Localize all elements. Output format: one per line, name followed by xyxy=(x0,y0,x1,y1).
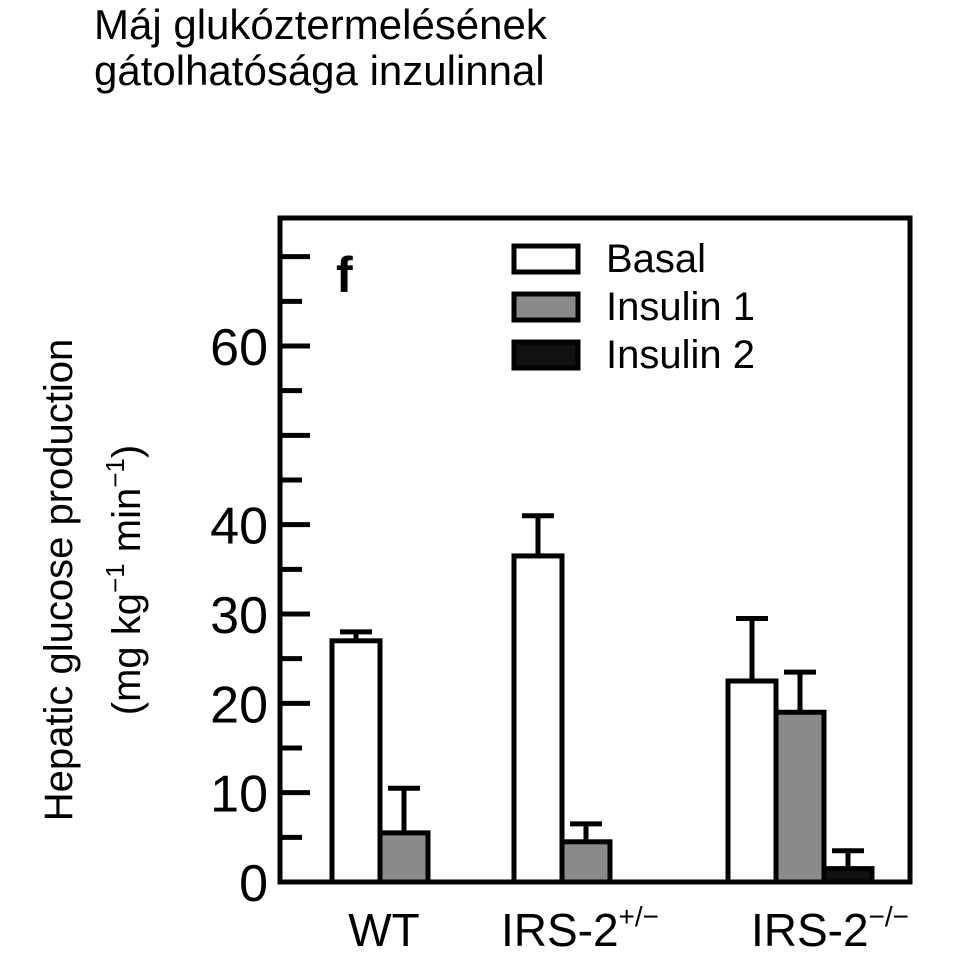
slide-title-line-1: Máj glukóztermelésének xyxy=(94,1,547,48)
y-axis-label-line-1: Hepatic glucose production xyxy=(37,339,81,822)
legend-label: Insulin 2 xyxy=(606,333,755,377)
y-tick-label: 10 xyxy=(210,766,268,824)
bar-insulin-1 xyxy=(377,830,431,885)
category-label: IRS-2−/− xyxy=(751,901,909,956)
bar-insulin-2 xyxy=(821,866,875,885)
svg-text:Hepatic glucose production: Hepatic glucose production xyxy=(37,339,81,822)
bar-insulin-1 xyxy=(559,839,613,885)
y-tick-label: 0 xyxy=(239,855,268,913)
y-axis-label: Hepatic glucose production (mg kg−1 min−… xyxy=(37,339,149,822)
y-tick-label: 20 xyxy=(210,676,268,734)
bar-basal xyxy=(511,553,565,885)
category-label: WT xyxy=(348,904,420,956)
y-axis-label-line-2: (mg kg−1 min−1) xyxy=(100,445,149,715)
category-label: IRS-2+/− xyxy=(501,901,659,956)
legend-swatch xyxy=(511,339,581,371)
legend-swatch xyxy=(511,291,581,323)
y-tick-label: 30 xyxy=(210,587,268,645)
bar-basal xyxy=(725,678,779,885)
legend-label: Basal xyxy=(606,237,706,281)
bar-basal xyxy=(329,638,383,885)
bar-insulin-1 xyxy=(773,709,827,885)
legend-swatch xyxy=(511,243,581,275)
slide-title: Máj glukóztermelésének gátolhatósága inz… xyxy=(94,2,914,94)
panel-letter: f xyxy=(336,247,353,303)
y-tick-label: 40 xyxy=(210,498,268,556)
slide-title-line-2: gátolhatósága inzulinnal xyxy=(94,47,545,94)
y-tick-label: 60 xyxy=(210,319,268,377)
legend-label: Insulin 1 xyxy=(606,285,755,329)
